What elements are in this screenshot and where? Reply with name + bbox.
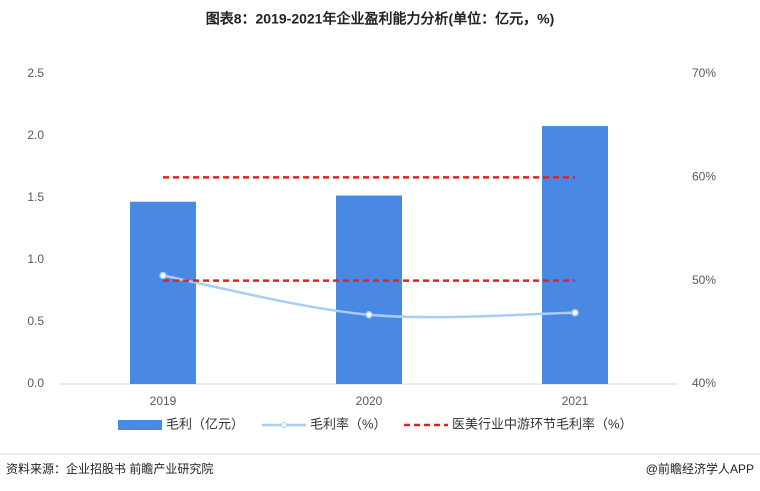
- y-tick-label: 1.5: [27, 190, 44, 204]
- legend-swatch: [118, 420, 162, 430]
- bar: [542, 126, 608, 384]
- x-tick-label: 2019: [150, 394, 177, 408]
- y-tick-label: 0.5: [27, 314, 44, 328]
- x-tick-label: 2020: [356, 394, 383, 408]
- legend-label: 医美行业中游环节毛利率（%）: [452, 416, 633, 431]
- y2-tick-label: 40%: [692, 376, 716, 390]
- chart-title: 图表8：2019-2021年企业盈利能力分析(单位：亿元，%): [206, 11, 555, 27]
- bar: [336, 195, 402, 384]
- point: [365, 311, 373, 319]
- legend-label: 毛利（亿元）: [166, 416, 244, 431]
- source: 资料来源：企业招股书 前瞻产业研究院: [6, 461, 213, 476]
- y-tick-label: 2.5: [27, 66, 44, 80]
- bar: [130, 201, 196, 384]
- point: [159, 271, 167, 280]
- legend-label: 毛利率（%）: [310, 416, 387, 431]
- legend-swatch: [281, 422, 287, 428]
- x-tick-label: 2021: [562, 394, 589, 408]
- y-tick-label: 2.0: [27, 128, 44, 142]
- point: [571, 308, 579, 317]
- y2-tick-label: 50%: [692, 273, 716, 287]
- y2-tick-label: 60%: [692, 170, 716, 184]
- credit: @前瞻经济学人APP: [646, 461, 754, 476]
- y-tick-label: 0.0: [27, 376, 44, 390]
- y-tick-label: 1.0: [27, 252, 44, 266]
- y2-tick-label: 70%: [692, 66, 716, 80]
